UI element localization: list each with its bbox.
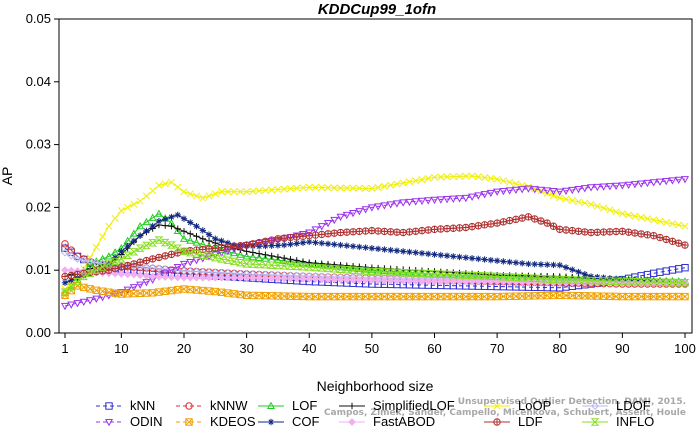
y-tick-label: 0.01 (26, 262, 51, 277)
series-markers-ldf (61, 213, 689, 281)
credit-line-1: Campos, Zimek, Sander, Campello, Micenko… (324, 408, 686, 418)
legend-item-odin: ODIN (96, 414, 163, 429)
y-tick-label: 0.05 (26, 11, 51, 26)
y-axis: 0.00 0.01 0.02 0.03 0.04 0.05 (26, 11, 59, 340)
legend-label: kNN (130, 398, 155, 413)
series-loop (61, 172, 689, 293)
x-axis: 1 10 20 30 40 50 60 70 80 90 100 (61, 333, 696, 356)
chart-title: KDDCup99_1ofn (318, 1, 436, 18)
legend-label: COF (292, 414, 320, 429)
legend-label: LoOP (518, 398, 551, 413)
legend-item-simplifiedlof: SimplifiedLOF (339, 398, 455, 413)
x-tick-label: 10 (114, 341, 128, 356)
series-line-kdeos (64, 285, 685, 298)
legend-label: LDF (518, 414, 543, 429)
legend-item-loop: LoOP (484, 398, 551, 413)
x-tick-label: 60 (427, 341, 441, 356)
legend-label: FastABOD (373, 414, 435, 429)
legend-item-ldof: LDOF (582, 398, 651, 413)
series-inflo (60, 236, 690, 296)
legend-item-knnw: kNNW (176, 398, 248, 413)
credit-line-2: Unsupervised Outlier Detection. DAMI, 20… (458, 397, 686, 407)
y-tick-label: 0.04 (26, 74, 51, 89)
legend: kNN kNNW LOF SimplifiedLOF LoOP LDOF ODIN KDEOS… (96, 398, 654, 429)
legend-label: LOF (292, 398, 317, 413)
legend-item-lof: LOF (258, 398, 317, 413)
x-tick-label: 50 (365, 341, 379, 356)
x-tick-label: 1 (61, 341, 68, 356)
x-tick-label: 90 (615, 341, 629, 356)
x-tick-label: 70 (490, 341, 504, 356)
series-odin (60, 176, 690, 311)
legend-label: SimplifiedLOF (373, 398, 455, 413)
x-tick-label: 30 (239, 341, 253, 356)
series-kdeos (61, 282, 689, 301)
plot-frame (58, 18, 693, 334)
x-tick-label: 20 (177, 341, 191, 356)
y-axis-label: AP (0, 167, 15, 186)
series-ldf (61, 213, 689, 281)
legend-label: ODIN (130, 414, 163, 429)
legend-label: INFLO (616, 414, 654, 429)
legend-label: kNNW (210, 398, 248, 413)
legend-item-fastabod: FastABOD (339, 414, 435, 429)
x-tick-label: 100 (674, 341, 696, 356)
series-markers-inflo (60, 236, 690, 296)
x-tick-label: 40 (302, 341, 316, 356)
y-tick-label: 0.00 (26, 325, 51, 340)
legend-item-knn: kNN (96, 398, 155, 413)
x-axis-label: Neighborhood size (317, 378, 434, 394)
legend-item-cof: COF (258, 414, 320, 429)
y-tick-label: 0.02 (26, 199, 51, 214)
series-layer (60, 172, 690, 311)
legend-item-inflo: INFLO (582, 414, 654, 429)
legend-item-ldf: LDF (484, 414, 543, 429)
y-tick-label: 0.03 (26, 137, 51, 152)
series-markers-kdeos (61, 282, 689, 301)
series-markers-loop (61, 172, 689, 293)
legend-label: LDOF (616, 398, 651, 413)
x-tick-label: 80 (553, 341, 567, 356)
legend-label: KDEOS (210, 414, 256, 429)
legend-item-kdeos: KDEOS (176, 414, 256, 429)
